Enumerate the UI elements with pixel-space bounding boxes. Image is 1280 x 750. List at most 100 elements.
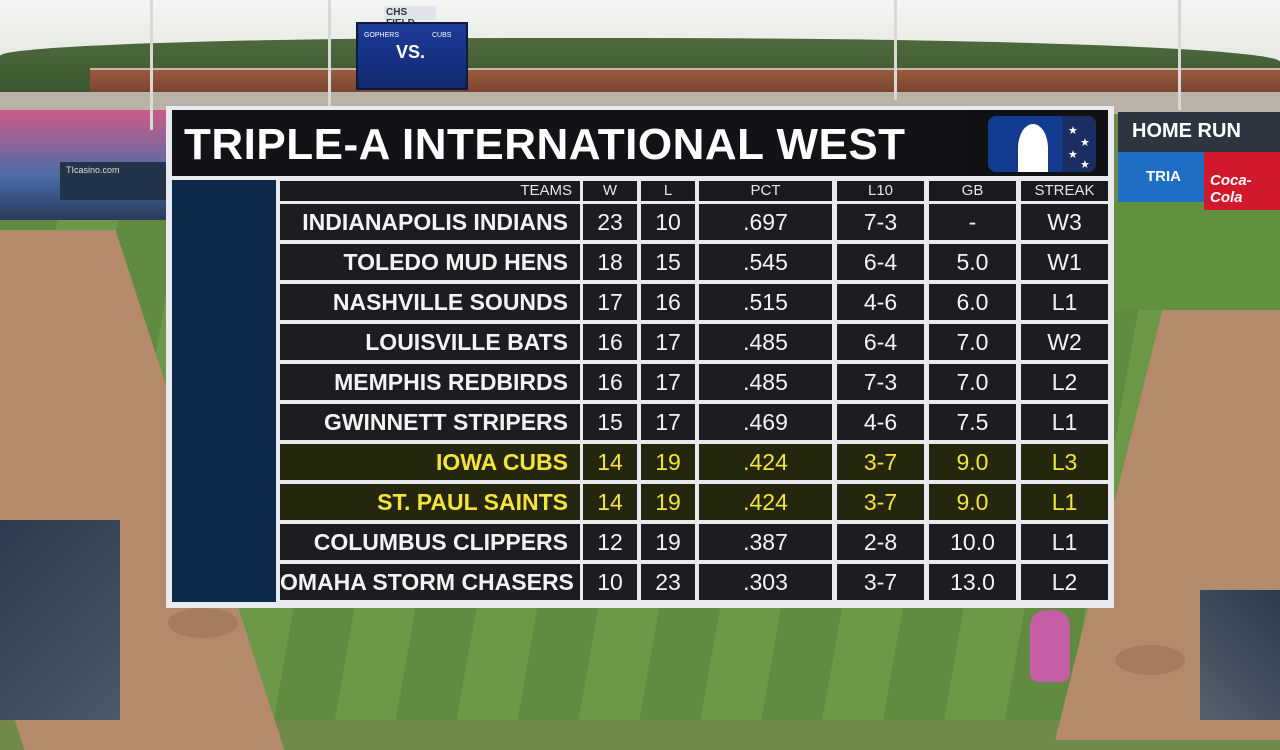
standings-title: TRIPLE-A INTERNATIONAL WEST	[184, 120, 906, 169]
wins: 16	[583, 324, 637, 360]
on-deck-circle	[168, 608, 238, 638]
left-ad-board: TIcasino.com	[60, 162, 166, 200]
team-name: NASHVILLE SOUNDS	[280, 284, 580, 320]
last-ten: 7-3	[837, 364, 924, 400]
win-pct: .469	[699, 404, 832, 440]
games-back: 10.0	[929, 524, 1016, 560]
win-pct: .515	[699, 284, 832, 320]
board-side-panel	[172, 180, 276, 602]
streak: L1	[1021, 484, 1108, 520]
win-pct: .545	[699, 244, 832, 280]
win-pct: .697	[699, 204, 832, 240]
losses: 19	[641, 444, 695, 480]
column-header-pct: PCT	[699, 181, 832, 201]
games-back: 9.0	[929, 444, 1016, 480]
losses: 17	[641, 404, 695, 440]
column-header-l: L	[641, 181, 695, 201]
wins: 17	[583, 284, 637, 320]
light-pole	[1178, 0, 1181, 110]
streak: L2	[1021, 364, 1108, 400]
wins: 15	[583, 404, 637, 440]
light-pole	[894, 0, 897, 100]
streak: L1	[1021, 284, 1108, 320]
losses: 10	[641, 204, 695, 240]
star-icon: ★	[1080, 137, 1090, 149]
team-name: IOWA CUBS	[280, 444, 580, 480]
star-icon: ★	[1068, 149, 1078, 161]
coca-cola-ad: Coca-Cola	[1204, 152, 1280, 210]
wins: 16	[583, 364, 637, 400]
losses: 16	[641, 284, 695, 320]
losses: 17	[641, 324, 695, 360]
last-ten: 4-6	[837, 404, 924, 440]
streak: L2	[1021, 564, 1108, 600]
column-header-streak: STREAK	[1021, 181, 1108, 201]
stadium-sign: CHS FIELD	[384, 6, 436, 29]
light-pole	[328, 0, 331, 110]
streak: W2	[1021, 324, 1108, 360]
losses: 15	[641, 244, 695, 280]
standings-title-bar: TRIPLE-A INTERNATIONAL WEST	[172, 110, 968, 176]
team-name: ST. PAUL SAINTS	[280, 484, 580, 520]
league-logo-box: ★ ★ ★ ★	[968, 110, 1108, 176]
last-ten: 3-7	[837, 444, 924, 480]
column-header-w: W	[583, 181, 637, 201]
games-back: 6.0	[929, 284, 1016, 320]
wins: 14	[583, 444, 637, 480]
tria-ad-text: TRIA	[1146, 168, 1181, 185]
games-back: 5.0	[929, 244, 1016, 280]
logo-stripe	[1062, 116, 1096, 172]
win-pct: .424	[699, 484, 832, 520]
bridge	[90, 70, 1280, 92]
wins: 23	[583, 204, 637, 240]
left-seats	[0, 520, 120, 720]
team-name: TOLEDO MUD HENS	[280, 244, 580, 280]
last-ten: 6-4	[837, 324, 924, 360]
team-name: MEMPHIS REDBIRDS	[280, 364, 580, 400]
on-deck-circle	[1115, 645, 1185, 675]
home-run-text: HOME RUN	[1132, 120, 1241, 142]
streak: L1	[1021, 524, 1108, 560]
wins: 12	[583, 524, 637, 560]
team-name: GWINNETT STRIPERS	[280, 404, 580, 440]
last-ten: 7-3	[837, 204, 924, 240]
scoreboard-team-left: GOPHERS	[364, 32, 400, 39]
tria-ad: TRIA	[1118, 152, 1206, 202]
losses: 19	[641, 484, 695, 520]
team-name: COLUMBUS CLIPPERS	[280, 524, 580, 560]
streak: L1	[1021, 404, 1108, 440]
streak: W3	[1021, 204, 1108, 240]
home-run-sign: HOME RUN	[1118, 112, 1280, 152]
losses: 23	[641, 564, 695, 600]
last-ten: 3-7	[837, 564, 924, 600]
team-name: INDIANAPOLIS INDIANS	[280, 204, 580, 240]
win-pct: .303	[699, 564, 832, 600]
win-pct: .485	[699, 324, 832, 360]
streak: L3	[1021, 444, 1108, 480]
wins: 14	[583, 484, 637, 520]
games-back: 13.0	[929, 564, 1016, 600]
right-field-grass	[1115, 200, 1280, 310]
win-pct: .424	[699, 444, 832, 480]
last-ten: 6-4	[837, 244, 924, 280]
games-back: -	[929, 204, 1016, 240]
games-back: 7.0	[929, 364, 1016, 400]
team-name: LOUISVILLE BATS	[280, 324, 580, 360]
scoreboard-team-right: CUBS	[432, 32, 452, 39]
last-ten: 4-6	[837, 284, 924, 320]
column-header-gb: GB	[929, 181, 1016, 201]
light-pole	[150, 0, 153, 130]
wins: 10	[583, 564, 637, 600]
star-icon: ★	[1068, 125, 1078, 137]
team-name: OMAHA STORM CHASERS	[280, 564, 580, 600]
left-ad-text: TIcasino.com	[66, 165, 120, 175]
video-scoreboard: GOPHERS VS. CUBS	[356, 22, 468, 90]
win-pct: .387	[699, 524, 832, 560]
coca-cola-ad-text: Coca-Cola	[1210, 172, 1252, 206]
scoreboard-vs: VS.	[396, 42, 426, 62]
losses: 19	[641, 524, 695, 560]
column-header-teams: TEAMS	[280, 181, 580, 201]
streak: W1	[1021, 244, 1108, 280]
games-back: 9.0	[929, 484, 1016, 520]
last-ten: 2-8	[837, 524, 924, 560]
